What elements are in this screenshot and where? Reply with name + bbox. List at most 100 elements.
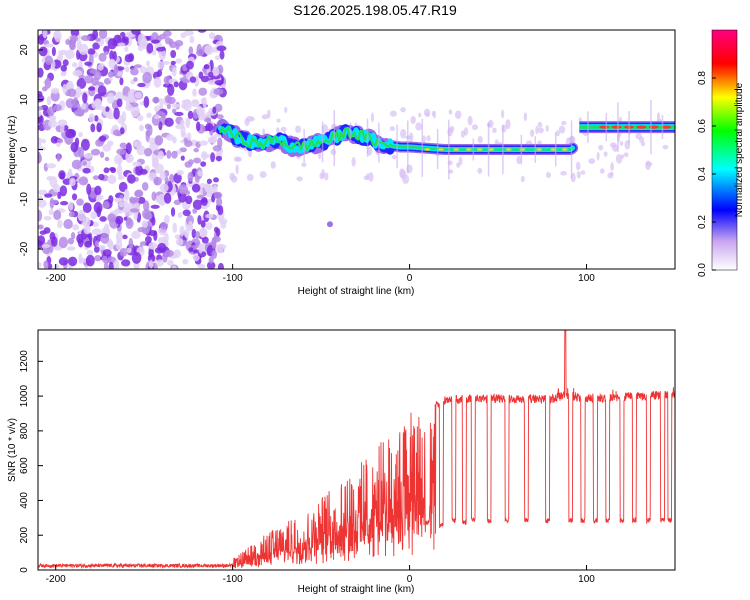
spectrogram-noise-blob xyxy=(113,64,119,76)
spectrogram-noise-blob xyxy=(170,49,177,59)
spectrogram-noise-blob xyxy=(93,201,103,214)
spectrogram-noise-blob xyxy=(170,60,176,65)
spectrogram-noise-blob xyxy=(216,197,223,207)
spectrogram-noise-blob xyxy=(76,198,84,206)
spectrogram-noise-blob xyxy=(155,47,166,52)
spectrogram-noise-blob xyxy=(205,122,214,132)
spectrogram-noise-blob xyxy=(133,64,143,69)
spectrogram-faint-blob xyxy=(448,109,453,115)
spectrogram-noise-blob xyxy=(208,32,216,40)
spectrogram-noise-blob xyxy=(78,176,89,186)
spectrogram-noise-blob xyxy=(38,35,45,45)
spectrogram-noise-blob xyxy=(200,97,206,104)
spectrogram-noise-blob xyxy=(131,230,141,239)
colorbar: 0.0 0.2 0.4 0.6 0.8 Normalized spectral ampl… xyxy=(697,29,745,277)
spectrogram-noise-blob xyxy=(200,220,206,228)
spectrogram-noise-blob xyxy=(106,92,115,104)
spectrogram-noise-blob xyxy=(174,234,181,239)
spectrogram-noise-blob xyxy=(220,219,227,229)
spectrogram-noise-blob xyxy=(134,140,142,149)
spectrogram-faint-blob xyxy=(520,175,525,183)
spectrogram-faint-blob xyxy=(276,118,281,123)
bottom-y-tick-label: 400 xyxy=(19,492,30,509)
spectrogram-noise-blob xyxy=(121,111,127,123)
spectrogram-noise-blob xyxy=(146,42,154,54)
spectrogram-faint-blob xyxy=(619,141,624,146)
spectrogram-noise-blob xyxy=(102,201,110,209)
spectrogram-faint-blob xyxy=(529,129,535,137)
spectrogram-noise-blob xyxy=(68,256,78,267)
spectrogram-noise-blob xyxy=(206,178,212,185)
bottom-x-tick-label: 100 xyxy=(578,574,595,585)
spectrogram-noise-blob xyxy=(212,184,218,194)
spectrogram-noise-blob xyxy=(131,251,142,264)
spectrogram-noise-blob xyxy=(212,106,217,114)
spectrogram-noise-blob xyxy=(147,253,156,263)
spectrogram-noise-blob xyxy=(204,184,212,193)
spectrogram-noise-blob xyxy=(185,195,193,205)
spectrogram-noise-blob xyxy=(119,77,124,86)
spectrogram-noise-blob xyxy=(97,85,107,97)
top-y-tick-label: -10 xyxy=(19,192,30,207)
spectrogram-noise-blob xyxy=(108,58,116,69)
spectrogram-faint-blob xyxy=(296,176,303,182)
spectrogram-noise-blob xyxy=(116,148,126,155)
spectrogram-noise-blob xyxy=(159,171,166,181)
spectrogram-burst xyxy=(396,124,398,169)
spectrogram-noise-blob xyxy=(42,30,48,39)
spectrogram-noise-blob xyxy=(68,201,74,211)
spectrogram-noise-blob xyxy=(156,259,164,267)
spectrogram-noise-blob xyxy=(103,167,110,174)
spectrogram-noise-blob xyxy=(171,265,177,269)
spectrogram-noise-blob xyxy=(164,176,169,185)
spectrogram-noise-blob xyxy=(46,163,57,169)
top-x-tick-label: 0 xyxy=(407,273,413,284)
spectrogram-noise-blob xyxy=(205,222,213,230)
spectrogram-noise-blob xyxy=(98,52,107,62)
spectrogram-burst xyxy=(448,119,450,180)
spectrogram-noise-blob xyxy=(170,207,176,217)
spectrogram-noise-blob xyxy=(98,173,105,181)
spectrogram-noise-blob xyxy=(76,233,84,244)
spectrogram-faint-blob xyxy=(467,115,473,126)
spectrogram-noise-blob xyxy=(146,112,152,119)
colorbar-tick-label: 0.4 xyxy=(697,167,708,181)
spectrogram-noise-blob xyxy=(99,135,107,142)
spectrogram-noise-blob xyxy=(71,62,78,68)
spectrogram-noise-blob xyxy=(44,43,55,48)
spectrogram-noise-blob xyxy=(142,71,152,84)
spectrogram-noise-blob xyxy=(94,240,100,248)
snr-panel: -200 -100 0 100 0 200 400 600 800 1000 1200 Heigh… xyxy=(7,329,676,595)
spectrogram-noise-blob xyxy=(107,38,117,50)
spectrogram-faint-blob xyxy=(488,119,494,129)
spectrogram-faint-blob xyxy=(588,158,596,164)
spectrogram-noise-blob xyxy=(90,148,101,156)
spectrogram-noise-blob xyxy=(144,236,152,243)
spectrogram-noise-blob xyxy=(78,253,83,265)
spectrogram-noise-blob xyxy=(125,103,133,111)
spectrogram-noise-blob xyxy=(82,216,91,228)
spectrogram-faint-blob xyxy=(324,172,329,181)
spectrogram-noise-blob xyxy=(67,237,75,245)
bottom-y-axis-label: SNR (10 * v/v) xyxy=(7,418,18,482)
spectrogram-noise-blob xyxy=(82,161,87,166)
spectrogram-burst xyxy=(378,122,380,163)
spectrogram-noise-blob xyxy=(179,147,187,153)
spectrogram-faint-blob xyxy=(351,157,356,167)
spectrogram-noise-blob xyxy=(153,76,162,88)
spectrogram-peak xyxy=(465,148,472,151)
spectrogram-noise-blob xyxy=(83,224,91,235)
spectrogram-faint-blob xyxy=(580,170,586,175)
spectrogram-noise-blob xyxy=(153,176,162,186)
spectrogram-noise-blob xyxy=(173,81,179,88)
spectrogram-noise-blob xyxy=(192,254,200,262)
spectrogram-faint-blob xyxy=(408,132,414,142)
spectrogram-noise-blob xyxy=(116,164,123,177)
spectrogram-noise-blob xyxy=(58,257,69,266)
spectrogram-noise-blob xyxy=(71,159,82,170)
spectrogram-noise-blob xyxy=(103,261,109,269)
spectrogram-noise-blob xyxy=(208,71,214,78)
spectrogram-noise-blob xyxy=(60,71,67,77)
spectrogram-faint-blob xyxy=(422,135,426,143)
spectrogram-faint-blob xyxy=(233,156,241,162)
